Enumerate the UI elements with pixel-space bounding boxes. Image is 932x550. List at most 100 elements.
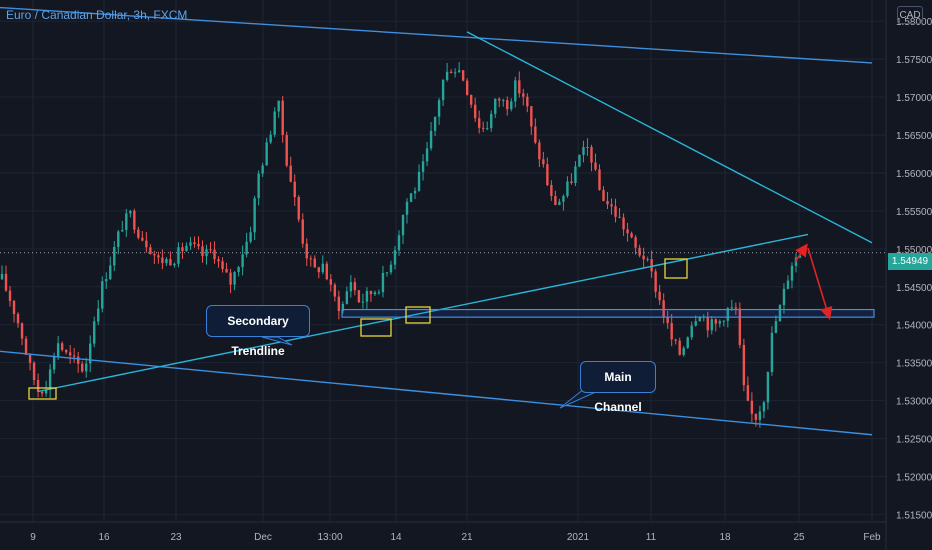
candle-body [634,237,637,248]
main-channel-label: Main Channel [594,370,642,414]
candle-body [530,106,533,127]
candle-body [630,233,633,238]
candle-body [457,70,461,73]
candle-body [44,389,48,394]
candle-body [237,267,240,273]
candle-body [93,321,96,344]
last-price-tag: 1.54949 [888,253,932,270]
y-tick-label: 1.58000 [896,17,932,28]
y-tick-label: 1.55000 [896,245,932,256]
candle-body [574,166,577,183]
candle-body [181,247,184,252]
candle-body [742,344,746,386]
x-tick-label: 25 [793,532,805,543]
y-tick-label: 1.53500 [896,359,932,370]
candle-body [706,316,709,331]
x-tick-label: 9 [30,532,36,543]
y-tick-label: 1.57500 [896,55,932,66]
candle-body [97,308,100,322]
descending-trendline [466,31,873,244]
candle-body [590,146,593,163]
candle-body [506,100,509,110]
y-tick-label: 1.51500 [896,510,932,521]
candle-body [718,321,721,324]
candle-body [253,198,256,233]
candle-body [193,242,196,244]
candle-body [333,284,337,297]
candle-body [4,273,8,291]
candle-body [437,100,441,117]
candle-body [125,213,128,230]
main-channel-callout: Main Channel [580,361,656,414]
candle-body [169,259,172,266]
candle-body [121,229,124,232]
candle-body [369,290,373,295]
candle-body [297,197,300,220]
candle-body [782,288,786,306]
candle-body [562,196,565,202]
candle-body [502,100,505,102]
secondary-callout-pointer [261,336,293,346]
y-tick-label: 1.55500 [896,207,932,218]
candle-body [89,343,92,364]
candle-body [638,247,641,256]
candle-body [20,323,24,339]
candle-body [477,118,481,128]
candle-body [421,161,425,172]
candle-body [754,413,758,420]
touch-marker [28,387,57,400]
candle-body [570,181,573,183]
candle-body [341,303,345,312]
candle-body [48,369,52,390]
candle-body [385,272,389,274]
x-tick-label: 13:00 [317,532,342,543]
candle-body [325,263,329,280]
candle-body [305,243,308,259]
candle-body [36,380,40,392]
candle-body [662,300,665,318]
candle-body [213,249,216,260]
candle-body [189,242,192,246]
candle-body [68,352,72,356]
candle-body [686,337,689,348]
candle-body [365,290,369,302]
candle-body [598,169,601,191]
candle-body [534,126,537,143]
x-tick-label: 21 [461,532,473,543]
candle-body [433,116,437,131]
candle-body [538,142,541,160]
chart-title: Euro / Canadian Dollar, 3h, FXCM [6,8,188,22]
candle-body [221,261,224,269]
candle-body [177,247,180,264]
candle-body [578,154,581,167]
candle-body [129,210,132,214]
grid-lines [0,0,886,522]
candle-body [345,291,349,304]
candle-body [542,159,545,165]
candle-body [273,111,276,135]
candle-body [197,243,200,247]
candle-body [646,259,649,261]
candle-body [482,127,485,129]
candle-body [377,292,381,294]
currency-badge[interactable]: CAD [897,6,923,24]
y-tick-label: 1.54500 [896,283,932,294]
candle-body [674,339,677,341]
touch-marker [664,258,688,279]
candle-body [586,146,589,148]
x-tick-label: 18 [719,532,731,543]
candle-body [397,235,401,251]
candle-body [72,355,76,357]
candle-body [622,217,625,230]
candle-body [606,200,609,205]
candle-body [650,259,653,272]
candle-body [317,267,320,273]
candle-body [490,113,493,129]
candle-body [546,164,549,186]
candle-body [762,402,766,412]
candle-body [654,271,657,292]
x-tick-label: 23 [170,532,182,543]
candle-body [473,104,477,119]
